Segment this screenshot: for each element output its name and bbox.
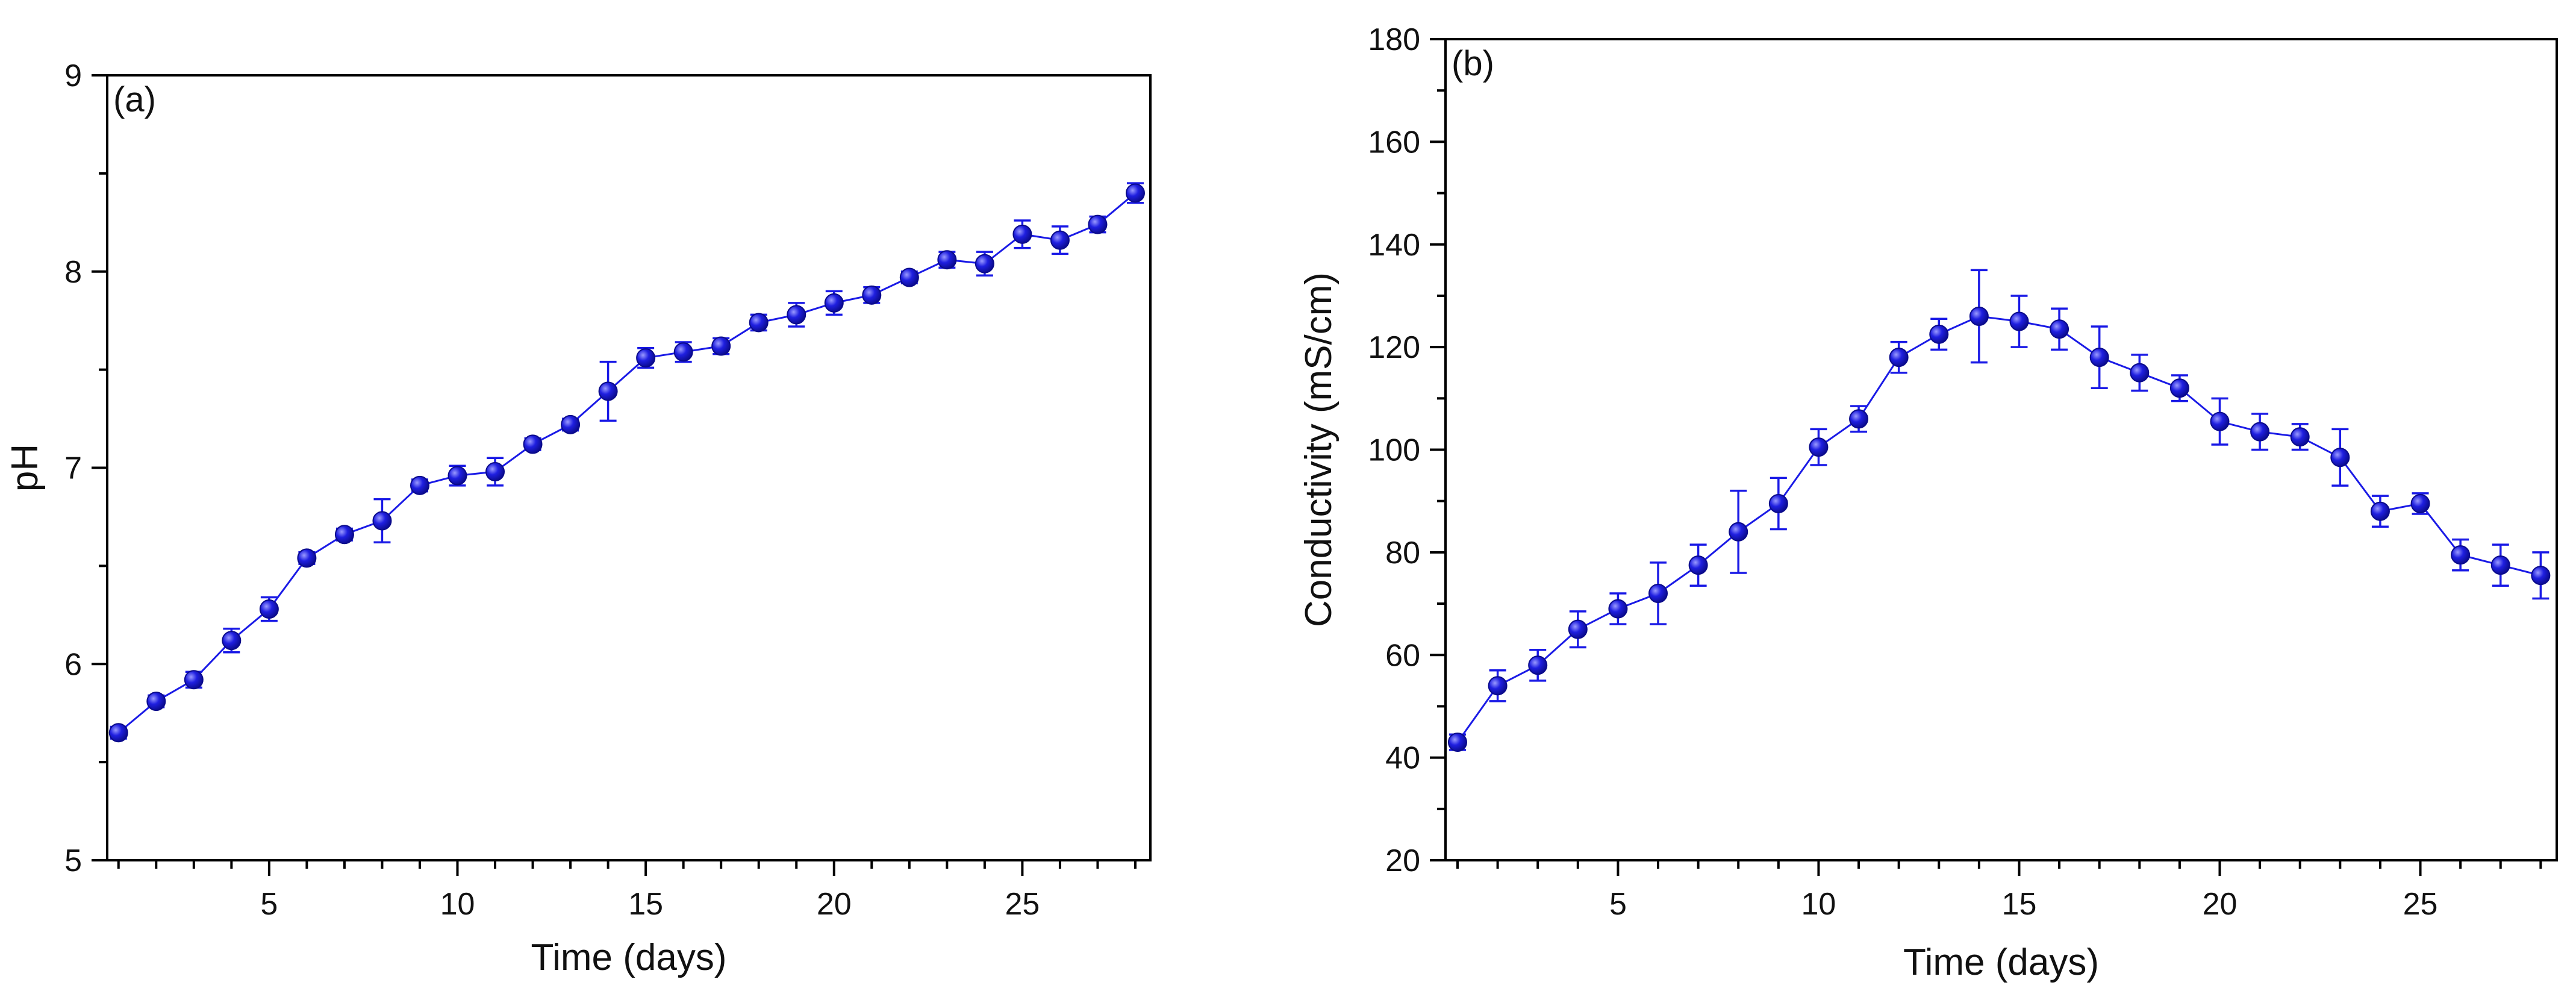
panel-a-data-point bbox=[146, 692, 166, 711]
panel-b-data-point bbox=[2250, 422, 2270, 442]
panel-a-data-point bbox=[372, 511, 392, 531]
panel-a-x-tick-label: 20 bbox=[817, 887, 852, 922]
panel-a-series-line bbox=[117, 192, 1136, 734]
panel-a-plot-frame bbox=[106, 74, 1152, 861]
panel-a-data-point bbox=[485, 462, 505, 482]
panel-b-y-tick-label: 20 bbox=[1385, 843, 1420, 878]
panel-a-y-tick-label: 5 bbox=[64, 843, 82, 878]
panel-b-data-point bbox=[2451, 545, 2471, 565]
panel-b-data-point bbox=[1528, 655, 1548, 675]
panel-b-data-point bbox=[1809, 437, 1829, 457]
panel-b-y-tick-label: 180 bbox=[1368, 22, 1420, 57]
panel-b-y-tick-label: 60 bbox=[1385, 638, 1420, 673]
panel-b-x-tick-label: 20 bbox=[2203, 887, 2238, 922]
panel-b-x-tick-label: 10 bbox=[1801, 887, 1836, 922]
panel-b-data-point bbox=[2370, 501, 2390, 521]
panel-a-chart: 5 10 15 20 25 5 6 7 8 9 Time (days) pH (a) bbox=[4, 58, 1152, 978]
panel-a-x-axis-title: Time (days) bbox=[531, 937, 727, 978]
panel-a-panel-label: (a) bbox=[113, 80, 156, 119]
panel-b-data-point bbox=[2050, 319, 2069, 339]
panel-b-x-tick-label: 25 bbox=[2403, 887, 2438, 922]
panel-a-y-tick-label: 7 bbox=[64, 451, 82, 486]
panel-b-x-tick-label: 5 bbox=[1609, 887, 1627, 922]
panel-a-data-point bbox=[297, 548, 317, 568]
panel-b-chart: 5 10 15 20 25 20 40 60 80 100 120 140 160 180 Time (da… bbox=[1298, 22, 2558, 983]
panel-b-data-point bbox=[1568, 619, 1588, 639]
panel-b-data-point bbox=[1608, 599, 1628, 619]
panel-b-data-point bbox=[1889, 348, 1909, 367]
panel-a-y-tick-label: 9 bbox=[64, 58, 82, 93]
panel-a-data-point bbox=[334, 525, 354, 545]
panel-b-data-point bbox=[1648, 584, 1668, 604]
panel-a-data-point bbox=[523, 434, 543, 454]
panel-a-data-point bbox=[108, 723, 128, 743]
panel-b-data-point bbox=[2490, 555, 2510, 575]
panel-a-data-point bbox=[1012, 224, 1032, 244]
panel-a-data-point bbox=[222, 631, 242, 651]
panel-a-data-point bbox=[749, 313, 769, 333]
panel-b-data-point bbox=[2290, 427, 2310, 447]
panel-b-y-axis-title: Conductivity (mS/cm) bbox=[1298, 272, 1339, 627]
panel-a-data-point bbox=[184, 670, 204, 690]
panel-b-data-point bbox=[2009, 311, 2029, 331]
panel-a-x-tick-label: 10 bbox=[440, 887, 475, 922]
panel-b-x-tick-label: 15 bbox=[2002, 887, 2037, 922]
panel-a-data-point bbox=[711, 336, 731, 356]
panel-a-data-point bbox=[598, 381, 618, 401]
panel-b-y-tick-label: 40 bbox=[1385, 741, 1420, 776]
panel-b-data-point bbox=[1929, 324, 1949, 344]
panel-a-data-point bbox=[1050, 230, 1070, 250]
panel-b-y-tick-label: 160 bbox=[1368, 125, 1420, 160]
panel-a-y-axis-title: pH bbox=[4, 444, 46, 492]
panel-b-y-tick-label: 140 bbox=[1368, 228, 1420, 263]
panel-a-data-point bbox=[899, 267, 919, 287]
panel-b-y-tick-label: 100 bbox=[1368, 433, 1420, 468]
panel-a-x-tick-label: 25 bbox=[1005, 887, 1040, 922]
panel-a-data-point bbox=[673, 342, 693, 362]
panel-a-data-point bbox=[1125, 183, 1145, 203]
panel-a-data-point bbox=[975, 254, 994, 274]
panel-a-x-tick-label: 15 bbox=[628, 887, 663, 922]
panel-a-data-point bbox=[448, 466, 467, 486]
panel-b-y-tick-label: 120 bbox=[1368, 330, 1420, 365]
panel-a-data-point bbox=[410, 475, 429, 495]
panel-a-data-point bbox=[824, 293, 844, 313]
panel-b-data-point bbox=[1447, 733, 1467, 752]
panel-b-data-point bbox=[2210, 411, 2230, 431]
panel-b-data-point bbox=[1729, 522, 1748, 542]
panel-b-data-point bbox=[1488, 676, 1508, 696]
panel-a-data-point bbox=[636, 348, 656, 368]
panel-a-data-point bbox=[1088, 214, 1108, 234]
panel-b-data-point bbox=[2169, 378, 2189, 398]
panel-b-x-axis-title: Time (days) bbox=[1903, 942, 2099, 983]
panel-b-panel-label: (b) bbox=[1452, 44, 1494, 83]
panel-a-data-point bbox=[561, 414, 581, 434]
panel-b-data-point bbox=[1688, 555, 1708, 575]
panel-b-series-line bbox=[1456, 315, 2541, 743]
panel-b-plot-frame bbox=[1444, 38, 2558, 861]
panel-a-data-point bbox=[787, 305, 806, 325]
panel-a-x-tick-label: 5 bbox=[260, 887, 278, 922]
panel-a-data-point bbox=[862, 285, 882, 305]
panel-a-data-point bbox=[259, 599, 279, 619]
panel-b-data-point bbox=[2410, 493, 2430, 513]
panel-b-data-point bbox=[1849, 409, 1869, 429]
panel-b-data-point bbox=[2531, 566, 2551, 586]
panel-a-data-point bbox=[937, 250, 957, 270]
panel-b-data-point bbox=[1768, 493, 1788, 513]
panel-b-data-point bbox=[1969, 307, 1989, 327]
panel-a-y-tick-label: 8 bbox=[64, 255, 82, 290]
panel-b-data-point bbox=[2089, 348, 2109, 367]
panel-b-y-tick-label: 80 bbox=[1385, 536, 1420, 570]
panel-b-data-point bbox=[2330, 448, 2350, 467]
panel-b-data-point bbox=[2130, 363, 2150, 383]
panel-a-y-tick-label: 6 bbox=[64, 647, 82, 682]
